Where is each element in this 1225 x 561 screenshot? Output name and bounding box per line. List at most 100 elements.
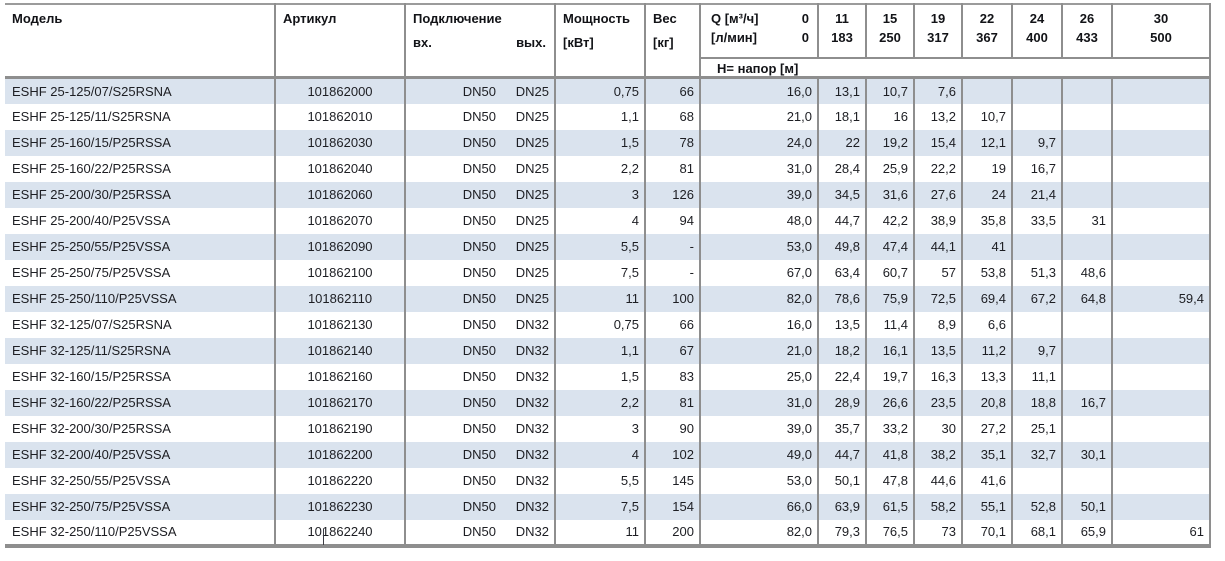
header-artikul-label: Артикул — [283, 11, 337, 26]
weight-cell: 68 — [645, 103, 701, 130]
power-cell: 2,2 — [555, 155, 646, 182]
header-weight-label: Вес — [653, 11, 677, 26]
head-value-cell — [1062, 77, 1113, 104]
power-cell: 1,5 — [555, 363, 646, 390]
head-value-cell: 66,0 — [700, 493, 819, 520]
model-cell: ESHF 25-160/22/P25RSSA — [5, 155, 276, 182]
head-value-cell: 51,3 — [1012, 259, 1063, 286]
artikul-cell: 101862090 — [275, 233, 406, 260]
artikul-cell: 101862110 — [275, 285, 406, 312]
head-value-cell: 68,1 — [1012, 519, 1063, 546]
head-value-cell: 18,1 — [818, 103, 867, 130]
head-value-cell: 41 — [962, 233, 1013, 260]
model-cell: ESHF 25-125/11/S25RSNA — [5, 103, 276, 130]
head-value-cell: 82,0 — [700, 519, 819, 546]
conn-in-cell: DN50 — [462, 187, 496, 202]
header-power-unit: [кВт] — [563, 35, 594, 50]
table-body: ESHF 25-125/07/S25RSNA 101862000 DN50 DN… — [5, 77, 1211, 546]
head-value-cell: 61,5 — [866, 493, 915, 520]
head-value-cell — [1012, 467, 1063, 494]
head-value-cell: 75,9 — [866, 285, 915, 312]
head-value-cell: 52,8 — [1012, 493, 1063, 520]
head-value-cell: 44,7 — [818, 207, 867, 234]
table-row: ESHF 25-125/11/S25RSNA 101862010 DN50 DN… — [5, 103, 1211, 130]
head-value-cell: 57 — [914, 259, 963, 286]
head-value-cell: 44,7 — [818, 441, 867, 468]
head-value-cell: 64,8 — [1062, 285, 1113, 312]
head-value-cell: 32,7 — [1012, 441, 1063, 468]
power-cell: 1,5 — [555, 129, 646, 156]
model-cell: ESHF 32-250/55/P25VSSA — [5, 467, 276, 494]
conn-in-cell: DN50 — [462, 524, 496, 539]
head-value-cell: 22 — [818, 129, 867, 156]
weight-cell: 83 — [645, 363, 701, 390]
head-value-cell — [1112, 155, 1211, 182]
model-cell: ESHF 25-200/30/P25RSSA — [5, 181, 276, 208]
head-value-cell: 28,9 — [818, 389, 867, 416]
weight-cell: 90 — [645, 415, 701, 442]
head-value-cell: 16,1 — [866, 337, 915, 364]
power-cell: 5,5 — [555, 467, 646, 494]
head-value-cell — [1112, 181, 1211, 208]
head-value-cell: 10,7 — [866, 77, 915, 104]
head-value-cell — [1062, 181, 1113, 208]
head-value-cell: 49,0 — [700, 441, 819, 468]
head-value-cell: 42,2 — [866, 207, 915, 234]
head-value-cell — [1112, 415, 1211, 442]
head-value-cell — [1112, 233, 1211, 260]
header-q-col-24: 24 400 — [1012, 4, 1063, 59]
table-row: ESHF 25-125/07/S25RSNA 101862000 DN50 DN… — [5, 77, 1211, 104]
header-weight-unit: [кг] — [653, 35, 674, 50]
q-lmin-value: 317 — [927, 30, 949, 45]
power-cell: 2,2 — [555, 389, 646, 416]
conn-in-cell: DN50 — [462, 421, 496, 436]
head-value-cell — [1112, 77, 1211, 104]
power-cell: 1,1 — [555, 337, 646, 364]
head-value-cell: 12,1 — [962, 129, 1013, 156]
conn-out-cell: DN25 — [500, 285, 556, 312]
header-connection-label: Подключение — [413, 11, 502, 26]
table-header: Модель Артикул Подключение вх. вых. — [5, 4, 1211, 79]
weight-cell: 126 — [645, 181, 701, 208]
head-value-cell: 28,4 — [818, 155, 867, 182]
head-value-cell — [1012, 233, 1063, 260]
pump-spec-table: Модель Артикул Подключение вх. вых. — [5, 3, 1211, 548]
head-value-cell: 20,8 — [962, 389, 1013, 416]
header-power: Мощность [кВт] — [555, 4, 646, 79]
power-cell: 4 — [555, 207, 646, 234]
model-cell: ESHF 32-200/40/P25VSSA — [5, 441, 276, 468]
head-value-cell: 47,8 — [866, 467, 915, 494]
head-value-cell: 67,2 — [1012, 285, 1063, 312]
head-value-cell: 82,0 — [700, 285, 819, 312]
power-cell: 7,5 — [555, 493, 646, 520]
head-value-cell — [1112, 259, 1211, 286]
head-value-cell: 44,6 — [914, 467, 963, 494]
header-q-zero: Q [м³/ч] 0 [л/мин] 0 — [700, 4, 819, 59]
power-cell: 7,5 — [555, 259, 646, 286]
power-cell: 1,1 — [555, 103, 646, 130]
weight-cell: 81 — [645, 389, 701, 416]
conn-out-cell: DN32 — [500, 415, 556, 442]
header-q-col-11: 11 183 — [818, 4, 867, 59]
head-value-cell: 16,7 — [1062, 389, 1113, 416]
q-m3h-value: 30 — [1153, 11, 1169, 26]
header-q-lmin-zero: 0 — [801, 30, 809, 45]
head-value-cell: 60,7 — [866, 259, 915, 286]
head-value-cell: 72,5 — [914, 285, 963, 312]
conn-in-cell: DN50 — [462, 473, 496, 488]
head-value-cell: 67,0 — [700, 259, 819, 286]
head-value-cell: 16,7 — [1012, 155, 1063, 182]
datasheet-table-container: Модель Артикул Подключение вх. вых. — [5, 3, 1211, 548]
head-value-cell: 41,6 — [962, 467, 1013, 494]
conn-in-cell: DN50 — [462, 109, 496, 124]
head-value-cell: 38,9 — [914, 207, 963, 234]
head-value-cell — [1062, 129, 1113, 156]
head-value-cell — [1112, 337, 1211, 364]
head-value-cell: 35,1 — [962, 441, 1013, 468]
table-row: ESHF 25-200/40/P25VSSA 101862070 DN50 DN… — [5, 207, 1211, 234]
head-value-cell: 6,6 — [962, 311, 1013, 338]
conn-out-cell: DN25 — [500, 259, 556, 286]
power-cell: 11 — [555, 519, 646, 546]
head-value-cell: 21,0 — [700, 337, 819, 364]
conn-out-cell: DN25 — [500, 77, 556, 104]
